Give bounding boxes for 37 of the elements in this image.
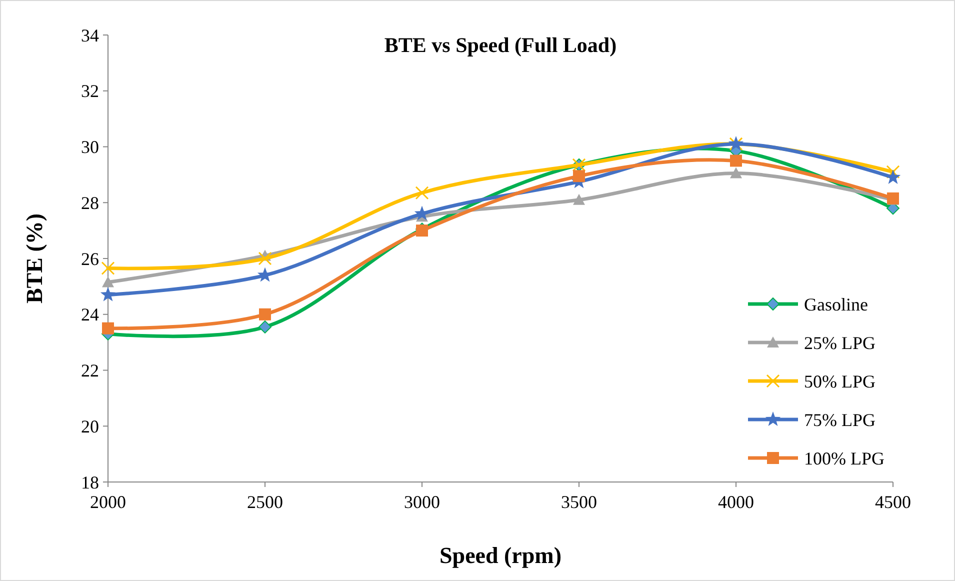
y-tick-label: 20 <box>81 416 99 436</box>
legend-label: Gasoline <box>804 294 868 314</box>
legend-label: 25% LPG <box>804 332 876 353</box>
y-tick-label: 34 <box>81 25 99 46</box>
point <box>258 320 272 334</box>
y-tick-label: 22 <box>81 360 99 381</box>
point <box>416 224 428 237</box>
y-tick-label: 24 <box>81 304 99 325</box>
point <box>102 276 114 288</box>
chart-title: BTE vs Speed (Full Load) <box>384 33 617 57</box>
y-tick-label: 26 <box>81 248 99 269</box>
x-tick-label: 2000 <box>90 492 126 512</box>
point <box>101 262 115 276</box>
point <box>259 308 271 320</box>
point <box>730 154 742 167</box>
legend-label: 50% LPG <box>804 371 876 392</box>
y-tick-label: 32 <box>81 81 99 102</box>
point <box>573 170 585 182</box>
x-axis-title: Speed (rpm) <box>439 543 562 568</box>
y-tick-label: 30 <box>81 137 99 158</box>
point <box>415 186 429 200</box>
point <box>730 167 742 178</box>
y-tick-label: 28 <box>81 192 99 213</box>
y-axis-title: BTE (%) <box>22 213 47 304</box>
y-tick-label: 18 <box>81 472 99 492</box>
x-tick-label: 3500 <box>561 492 597 512</box>
x-tick-label: 2500 <box>247 492 283 512</box>
x-tick-label: 4500 <box>875 492 911 512</box>
point <box>573 194 585 205</box>
x-tick-label: 3000 <box>404 492 440 512</box>
point <box>886 165 900 179</box>
x-tick-label: 4000 <box>718 492 754 512</box>
point <box>100 286 116 302</box>
legend-label: 100% LPG <box>804 448 884 468</box>
point <box>258 252 272 266</box>
legend-label: 75% LPG <box>804 410 876 430</box>
point <box>102 322 114 334</box>
